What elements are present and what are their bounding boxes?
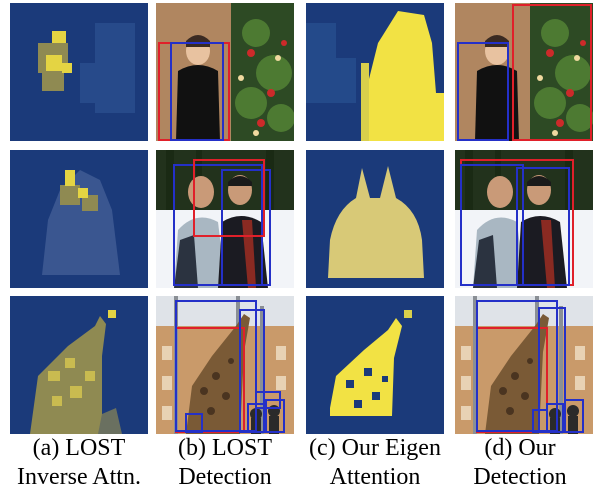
our-eigen-attention-heatmap-row1 bbox=[306, 3, 444, 141]
caption-column-b-line1: (b) LOST bbox=[178, 435, 272, 461]
caption-column-d: (d) Our Detection bbox=[446, 434, 594, 492]
caption-column-b-line2: Detection bbox=[178, 464, 272, 490]
caption-column-c-line2: Attention bbox=[329, 464, 421, 490]
caption-column-d-line2: Detection bbox=[473, 464, 567, 490]
our-eigen-attention-heatmap-row2 bbox=[306, 150, 444, 288]
caption-column-b: (b) LOST Detection bbox=[151, 434, 299, 492]
lost-inverse-attention-heatmap-row1 bbox=[10, 3, 148, 141]
lost-detection-row2 bbox=[156, 150, 294, 288]
our-eigen-attention-heatmap-row3 bbox=[306, 296, 444, 434]
caption-column-c: (c) Our Eigen Attention bbox=[301, 434, 449, 492]
caption-column-c-line1: (c) Our Eigen bbox=[309, 435, 441, 461]
our-detection-row2 bbox=[455, 150, 593, 288]
lost-detection-row1 bbox=[156, 3, 294, 141]
caption-column-a-line1: (a) LOST bbox=[32, 435, 126, 461]
lost-inverse-attention-heatmap-row2 bbox=[10, 150, 148, 288]
our-detection-row1 bbox=[455, 3, 593, 141]
lost-detection-row3 bbox=[156, 296, 294, 434]
lost-inverse-attention-heatmap-row3 bbox=[10, 296, 148, 434]
our-detection-row3 bbox=[455, 296, 593, 434]
caption-column-a: (a) LOST Inverse Attn. bbox=[5, 434, 153, 492]
caption-column-d-line1: (d) Our bbox=[484, 435, 556, 461]
caption-column-a-line2: Inverse Attn. bbox=[17, 464, 141, 490]
